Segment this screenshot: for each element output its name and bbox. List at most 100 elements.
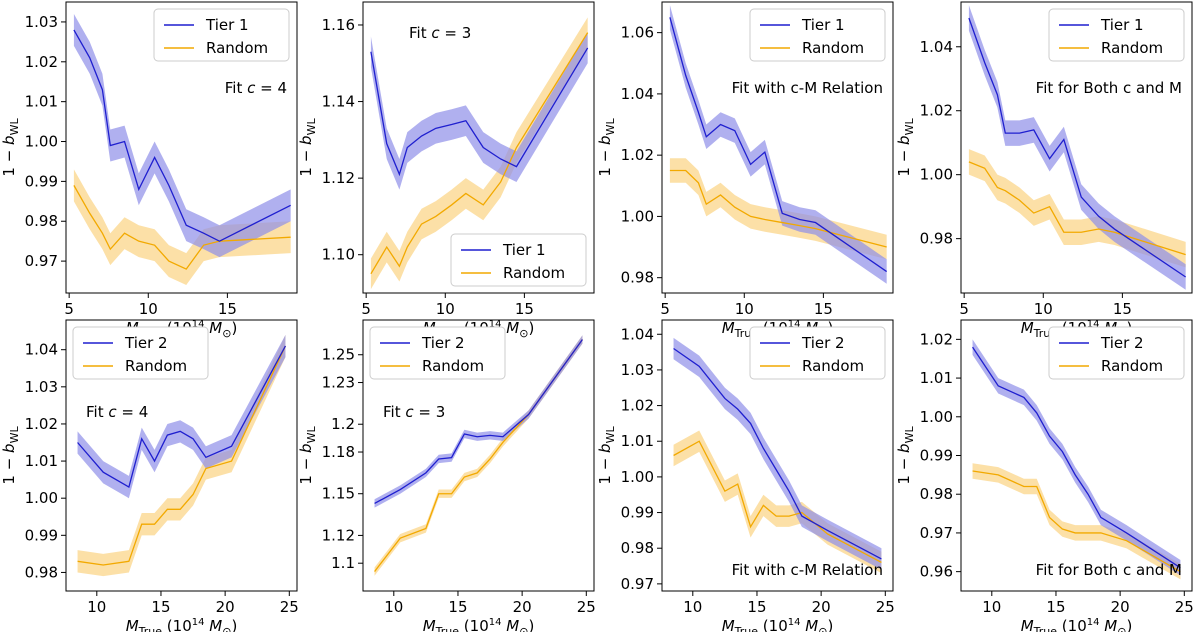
series-band-random (73, 169, 291, 286)
series-line-random (77, 345, 287, 566)
series-line-random (370, 32, 589, 275)
series-band-tier-1 (73, 13, 291, 258)
y-axis-label: 1 − bWL (0, 118, 21, 177)
x-tick-label: 25 (280, 598, 299, 616)
y-tick-label: 0.99 (920, 447, 953, 465)
series-band-random (972, 463, 1181, 580)
x-tick-label: 25 (577, 598, 596, 616)
legend: Tier 2 Random (369, 326, 506, 380)
legend-label-tier-2: Tier 2 (1100, 334, 1144, 352)
legend: Tier 1 Random (749, 8, 886, 62)
y-tick-label: 1.18 (322, 443, 355, 461)
x-tick-label: 25 (876, 598, 895, 616)
y-tick-label: 1.15 (322, 485, 355, 503)
annotation-text: Fit c = 4 (225, 79, 287, 97)
series-line-tier-1 (669, 17, 888, 273)
plot-area (669, 5, 888, 284)
x-tick-label: 10 (139, 300, 158, 318)
y-tick-label: 1.03 (621, 361, 654, 379)
y-tick-label: 1.04 (621, 325, 654, 343)
annotation-text: Fit for Both c and M (1036, 561, 1182, 579)
chart-panel-5: 10 15 20 25 0.98 0.99 1.00 1.01 1.02 1.03 1.04 MTru… (0, 319, 299, 632)
annotation-text: Fit c = 3 (383, 403, 445, 421)
x-tick-label: 20 (216, 598, 235, 616)
y-tick-label: 1.03 (25, 13, 58, 31)
series-line-tier-1 (968, 17, 1187, 278)
y-tick-label: 0.97 (920, 524, 953, 542)
legend-label-tier-2: Tier 2 (124, 334, 168, 352)
y-tick-label: 0.98 (25, 212, 58, 230)
y-tick-label: 1.12 (322, 526, 355, 544)
x-axis-label: MTrue (1014 M⊙) (126, 617, 238, 632)
y-tick-label: 1.1 (331, 554, 355, 572)
x-tick-label: 10 (384, 598, 403, 616)
annotation-text: Fit with c-M Relation (732, 561, 883, 579)
y-tick-label: 1.01 (621, 432, 654, 450)
y-tick-label: 1.02 (25, 415, 58, 433)
y-tick-label: 1.01 (25, 93, 58, 111)
y-tick-label: 0.99 (25, 172, 58, 190)
y-tick-label: 1.02 (25, 53, 58, 71)
series-line-random (972, 470, 1181, 573)
y-tick-label: 0.98 (920, 485, 953, 503)
x-tick-label: 5 (959, 300, 969, 318)
chart-panel-7: 10 15 20 25 0.97 0.98 0.99 1.00 1.01 1.02 1.03 1.04… (596, 319, 895, 632)
series-band-random (370, 17, 588, 290)
x-tick-label: 25 (1175, 598, 1194, 616)
x-tick-label: 15 (814, 300, 833, 318)
x-tick-label: 15 (448, 598, 467, 616)
x-tick-label: 10 (87, 598, 106, 616)
y-tick-label: 1.25 (322, 346, 355, 364)
axes-frame (661, 1, 894, 294)
x-tick-label: 10 (982, 598, 1001, 616)
y-tick-label: 1.04 (920, 38, 953, 56)
y-axis-label: 1 − bWL (297, 426, 318, 485)
annotation-text: Fit for Both c and M (1036, 79, 1182, 97)
x-tick-label: 5 (64, 300, 74, 318)
annotation-text: Fit c = 4 (86, 403, 148, 421)
y-tick-label: 1.16 (322, 16, 355, 34)
legend: Tier 1 Random (153, 8, 290, 62)
y-tick-label: 1.2 (331, 415, 355, 433)
series-band-tier-2 (374, 335, 583, 508)
x-tick-label: 20 (513, 598, 532, 616)
x-tick-label: 5 (660, 300, 670, 318)
legend: Tier 2 Random (1048, 326, 1185, 380)
series-line-random (73, 185, 291, 270)
series-line-tier-1 (73, 29, 291, 242)
x-tick-label: 10 (683, 598, 702, 616)
axes-frame (362, 1, 595, 294)
x-tick-label: 20 (812, 598, 831, 616)
legend: Tier 2 Random (749, 326, 886, 380)
x-tick-label: 15 (515, 300, 534, 318)
plot-area (374, 335, 583, 576)
y-tick-label: 1.00 (25, 133, 58, 151)
y-axis-label: 1 − bWL (895, 426, 916, 485)
x-tick-label: 10 (735, 300, 754, 318)
axes-frame (65, 319, 298, 592)
y-tick-label: 0.96 (920, 563, 953, 581)
y-tick-label: 0.98 (621, 269, 654, 287)
legend-label-random: Random (802, 39, 864, 57)
series-line-tier-1 (370, 47, 589, 177)
axes-frame (65, 1, 298, 294)
legend-label-random: Random (125, 357, 187, 375)
annotation-text: Fit c = 3 (409, 24, 471, 42)
y-tick-label: 0.98 (920, 230, 953, 248)
x-axis-label: MTrue (1014 M⊙) (423, 617, 535, 632)
legend: Tier 1 Random (450, 233, 587, 287)
y-tick-label: 1.04 (25, 341, 58, 359)
y-tick-label: 1.00 (25, 489, 58, 507)
series-line-random (968, 161, 1186, 256)
series-line-random (669, 169, 887, 248)
y-tick-label: 1.12 (322, 169, 355, 187)
plot-area (73, 13, 291, 286)
y-tick-label: 1.02 (621, 397, 654, 415)
y-tick-label: 1.06 (621, 24, 654, 42)
x-tick-label: 10 (1034, 300, 1053, 318)
y-tick-label: 1.02 (920, 330, 953, 348)
series-band-tier-2 (673, 337, 882, 570)
